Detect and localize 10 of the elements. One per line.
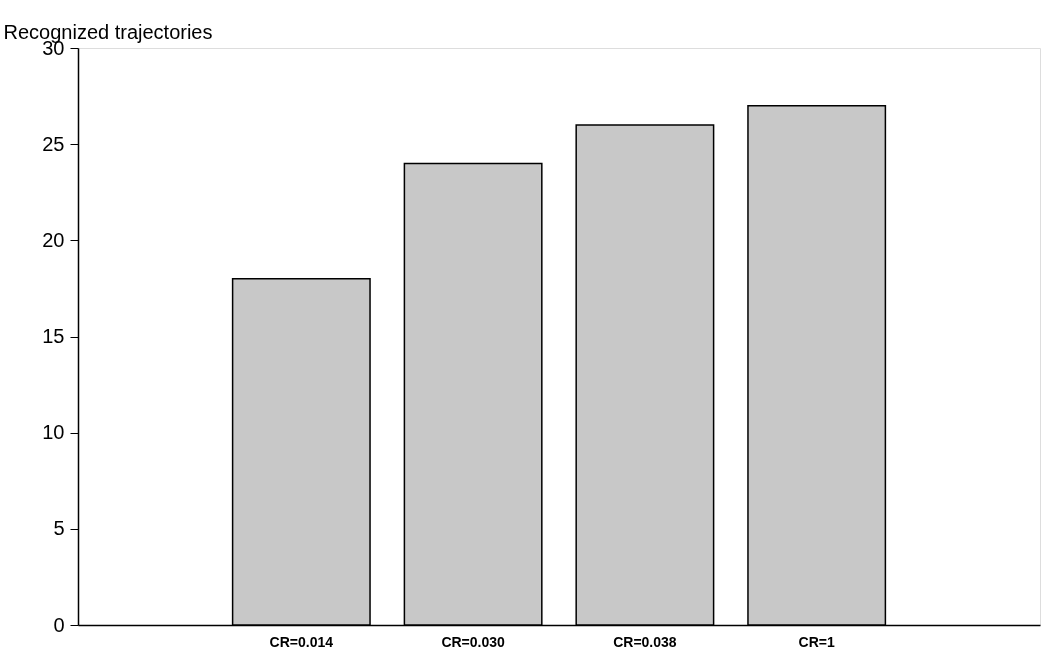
y-tick-label: 0 <box>53 613 65 636</box>
y-tick-label: 25 <box>42 132 65 155</box>
y-tick-label: 10 <box>42 421 65 444</box>
x-tick-label: CR=0.038 <box>613 633 677 650</box>
x-tick-label: CR=0.030 <box>441 633 506 650</box>
x-tick-label: CR=0.014 <box>269 633 334 650</box>
y-tick-label: 20 <box>42 228 65 251</box>
x-tick-label: CR=1 <box>798 633 835 650</box>
y-tick-label: 15 <box>42 325 65 347</box>
y-tick-label: 5 <box>53 517 65 540</box>
